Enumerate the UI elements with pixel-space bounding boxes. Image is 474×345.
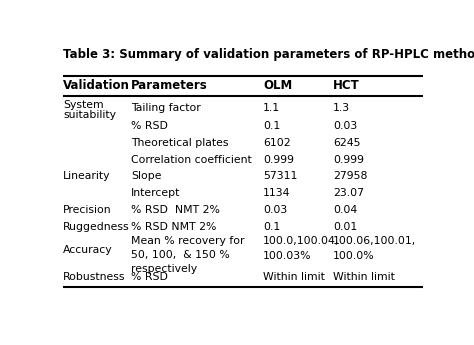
- Text: 0.1: 0.1: [263, 121, 281, 131]
- Text: 27958: 27958: [333, 171, 367, 181]
- Text: 0.04: 0.04: [333, 205, 357, 215]
- Text: Table 3: Summary of validation parameters of RP-HPLC method: Table 3: Summary of validation parameter…: [63, 48, 474, 61]
- Text: Linearity: Linearity: [63, 171, 110, 181]
- Text: 100.0,100.04,
100.03%: 100.0,100.04, 100.03%: [263, 236, 339, 261]
- Text: % RSD NMT 2%: % RSD NMT 2%: [131, 222, 216, 232]
- Text: Tailing factor: Tailing factor: [131, 103, 201, 113]
- Text: Accuracy: Accuracy: [63, 245, 112, 255]
- Text: Within limit: Within limit: [263, 272, 325, 282]
- Text: HCT: HCT: [333, 79, 360, 92]
- Text: % RSD: % RSD: [131, 272, 168, 282]
- Text: Theoretical plates: Theoretical plates: [131, 138, 228, 148]
- Text: 0.03: 0.03: [263, 205, 287, 215]
- Text: 1.3: 1.3: [333, 103, 350, 113]
- Text: suitability: suitability: [63, 110, 116, 120]
- Text: 0.999: 0.999: [333, 155, 364, 165]
- Text: OLM: OLM: [263, 79, 292, 92]
- Text: % RSD  NMT 2%: % RSD NMT 2%: [131, 205, 220, 215]
- Text: % RSD: % RSD: [131, 121, 168, 131]
- Text: Parameters: Parameters: [131, 79, 208, 92]
- Text: Mean % recovery for
50, 100,  & 150 %
respectively: Mean % recovery for 50, 100, & 150 % res…: [131, 236, 245, 274]
- Text: 0.03: 0.03: [333, 121, 357, 131]
- Text: Correlation coefficient: Correlation coefficient: [131, 155, 252, 165]
- Text: Intercept: Intercept: [131, 188, 180, 198]
- Text: Slope: Slope: [131, 171, 161, 181]
- Text: 0.01: 0.01: [333, 222, 357, 232]
- Text: Robustness: Robustness: [63, 272, 126, 282]
- Text: 23.07: 23.07: [333, 188, 364, 198]
- Text: Ruggedness: Ruggedness: [63, 222, 129, 232]
- Text: 6102: 6102: [263, 138, 291, 148]
- Text: 0.999: 0.999: [263, 155, 294, 165]
- Text: 1.1: 1.1: [263, 103, 280, 113]
- Text: Validation: Validation: [63, 79, 130, 92]
- Text: 1134: 1134: [263, 188, 291, 198]
- Text: 57311: 57311: [263, 171, 298, 181]
- Text: Precision: Precision: [63, 205, 111, 215]
- Text: 100.06,100.01,
100.0%: 100.06,100.01, 100.0%: [333, 236, 416, 261]
- Text: System: System: [63, 100, 103, 110]
- Text: Within limit: Within limit: [333, 272, 395, 282]
- Text: 0.1: 0.1: [263, 222, 281, 232]
- Text: 6245: 6245: [333, 138, 360, 148]
